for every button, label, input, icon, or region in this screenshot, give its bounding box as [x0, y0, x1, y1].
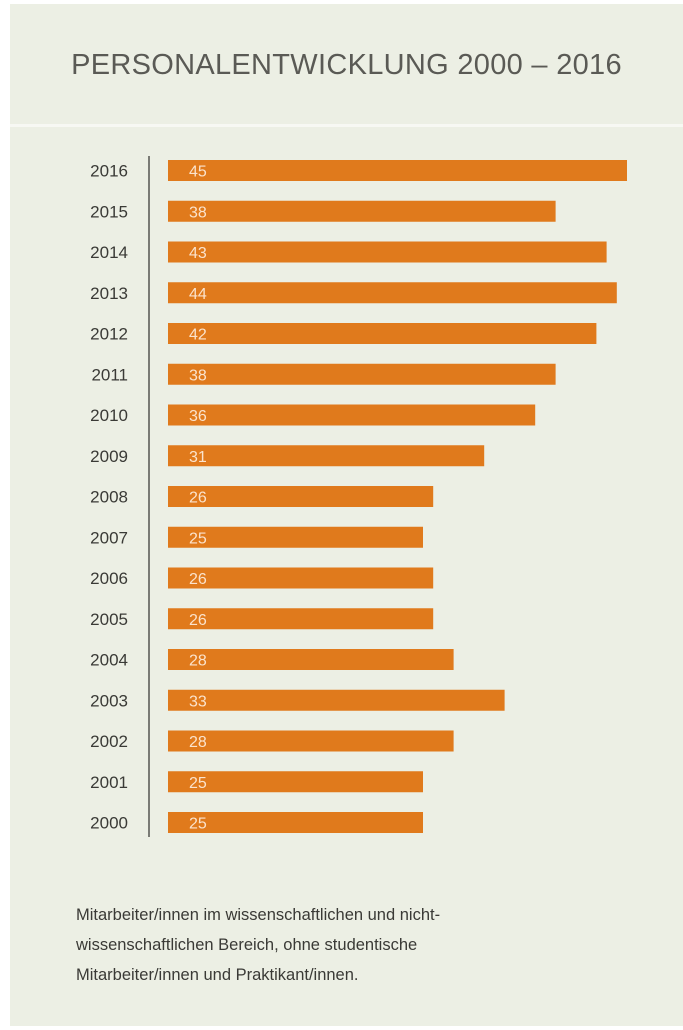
- bar-value-label: 26: [189, 490, 207, 507]
- category-label: 2011: [91, 365, 128, 384]
- bar: [168, 323, 597, 344]
- footnote-line-1: Mitarbeiter/innen im wissenschaftlichen …: [76, 906, 441, 924]
- bar-value-label: 28: [189, 653, 207, 670]
- category-label: 2010: [90, 406, 128, 425]
- category-label: 2015: [90, 202, 128, 221]
- category-label: 2002: [90, 732, 128, 751]
- category-label: 2005: [90, 610, 128, 629]
- category-label: 2012: [90, 325, 128, 344]
- bar: [168, 608, 434, 630]
- bar-value-label: 33: [189, 693, 207, 710]
- footnote-line-3: Mitarbeiter/innen und Praktikant/innen.: [76, 966, 359, 984]
- bar-value-label: 43: [189, 245, 207, 262]
- bar: [168, 445, 485, 467]
- bar-value-label: 25: [189, 530, 207, 547]
- category-label: 2001: [90, 773, 128, 792]
- bar-value-label: 26: [189, 612, 207, 629]
- bar: [168, 649, 454, 670]
- bar-value-label: 38: [189, 367, 207, 384]
- bar: [168, 363, 556, 385]
- bar: [168, 689, 505, 711]
- footnote: Mitarbeiter/innen im wissenschaftlichen …: [76, 900, 636, 990]
- bar: [168, 160, 627, 181]
- footnote-line-2: wissenschaftlichen Bereich, ohne student…: [76, 936, 418, 954]
- bar-value-label: 26: [189, 571, 207, 588]
- bar: [168, 730, 454, 752]
- bar: [168, 567, 434, 589]
- bar-value-label: 45: [189, 164, 207, 181]
- category-label: 2006: [90, 569, 128, 588]
- bar-value-label: 25: [189, 816, 207, 833]
- bar: [168, 812, 423, 833]
- bar-value-label: 25: [189, 775, 207, 792]
- category-label: 2008: [90, 488, 128, 507]
- bar: [168, 486, 434, 507]
- bar: [168, 241, 607, 263]
- bar-value-label: 42: [189, 327, 207, 344]
- category-label: 2009: [90, 447, 128, 466]
- bar: [168, 200, 556, 222]
- bar-value-label: 44: [189, 286, 207, 303]
- category-label: 2016: [90, 162, 128, 181]
- bar-value-label: 31: [189, 449, 207, 466]
- category-label: 2003: [90, 691, 128, 710]
- category-label: 2004: [90, 651, 128, 670]
- bar: [168, 771, 423, 793]
- title-divider: [10, 124, 683, 127]
- category-label: 2000: [90, 814, 128, 833]
- category-label: 2007: [90, 528, 128, 547]
- bar-chart: 2016 45 2015 38 2014 43 2013 44 2012 42 2011 38 2010…: [90, 156, 627, 837]
- bar: [168, 282, 617, 304]
- category-label: 2014: [90, 243, 128, 262]
- bar-value-label: 28: [189, 734, 207, 751]
- chart-card: PERSONALENTWICKLUNG 2000 – 2016 2016 45 20…: [10, 4, 683, 1026]
- bar-value-label: 36: [189, 408, 207, 425]
- bar: [168, 526, 423, 548]
- bar-value-label: 38: [189, 204, 207, 221]
- bar: [168, 404, 536, 426]
- category-label: 2013: [90, 284, 128, 303]
- chart-title: PERSONALENTWICKLUNG 2000 – 2016: [71, 48, 622, 81]
